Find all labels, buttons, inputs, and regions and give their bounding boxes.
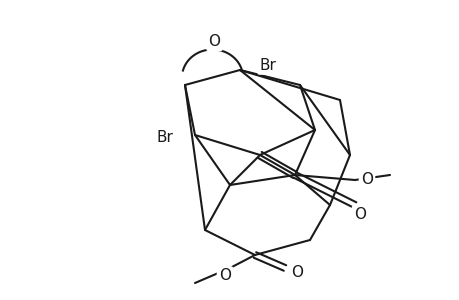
Text: O: O [208, 34, 220, 49]
Text: Br: Br [259, 58, 276, 73]
Text: Br: Br [156, 130, 173, 145]
Text: O: O [218, 268, 230, 284]
Text: O: O [353, 208, 365, 223]
Text: O: O [291, 266, 302, 280]
Text: O: O [360, 172, 372, 188]
